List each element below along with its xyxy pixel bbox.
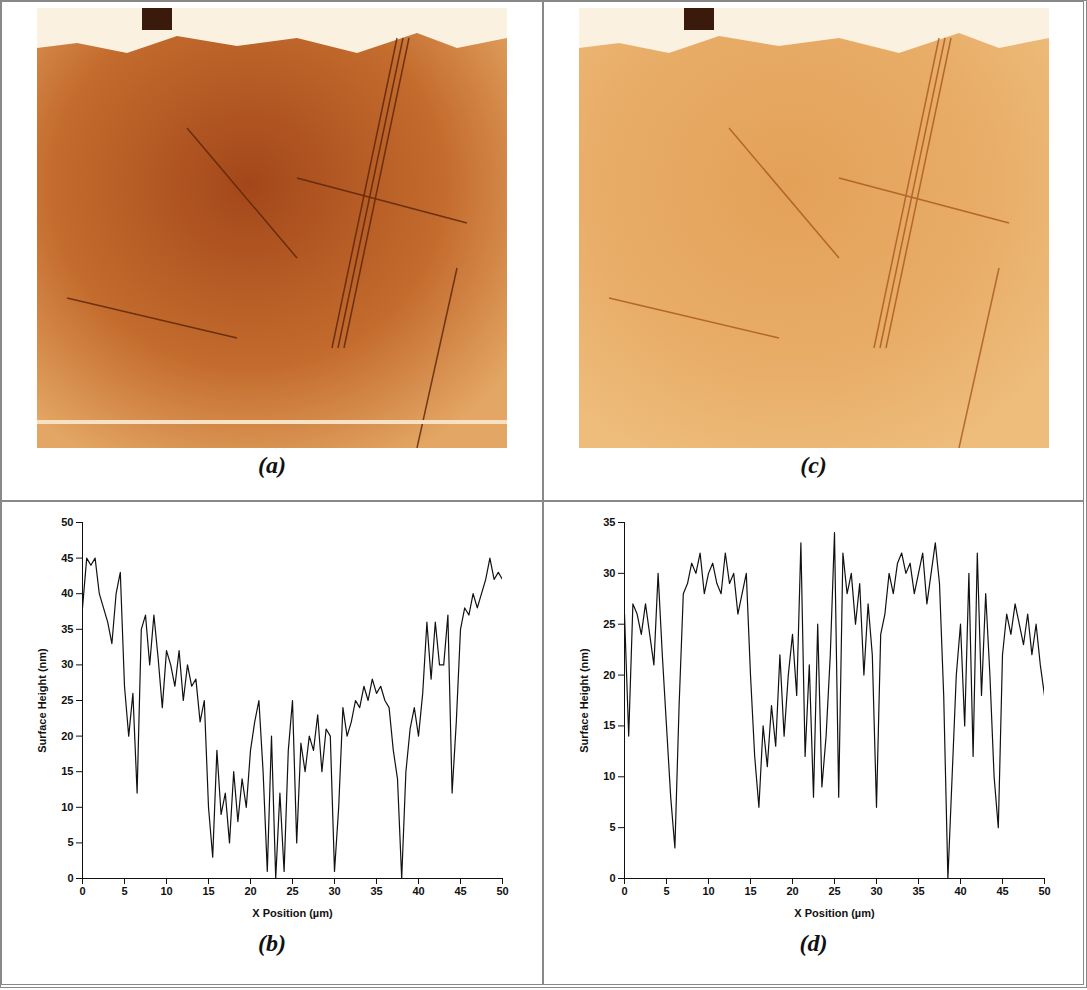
svg-text:10: 10	[702, 885, 714, 897]
svg-text:X Position (µm): X Position (µm)	[794, 907, 875, 919]
svg-text:20: 20	[603, 669, 615, 681]
svg-text:Surface Height (nm): Surface Height (nm)	[36, 648, 48, 753]
svg-text:20: 20	[786, 885, 798, 897]
svg-text:5: 5	[67, 836, 73, 848]
svg-text:35: 35	[912, 885, 924, 897]
svg-text:35: 35	[61, 623, 73, 635]
svg-text:15: 15	[603, 719, 615, 731]
svg-text:0: 0	[67, 872, 73, 884]
svg-text:0: 0	[621, 885, 627, 897]
svg-text:30: 30	[61, 658, 73, 670]
svg-text:10: 10	[160, 885, 172, 897]
svg-text:15: 15	[744, 885, 756, 897]
svg-text:Surface Height (nm): Surface Height (nm)	[578, 648, 590, 753]
svg-text:25: 25	[286, 885, 298, 897]
svg-text:20: 20	[61, 730, 73, 742]
svg-text:40: 40	[412, 885, 424, 897]
svg-text:5: 5	[121, 885, 127, 897]
html-text:(d): (d)	[799, 930, 828, 956]
html-text:(b): (b)	[258, 930, 286, 956]
svg-text:20: 20	[244, 885, 256, 897]
svg-text:45: 45	[996, 885, 1008, 897]
svg-text:15: 15	[61, 765, 73, 777]
svg-text:0: 0	[79, 885, 85, 897]
svg-text:25: 25	[61, 694, 73, 706]
html-text:(c): (c)	[800, 452, 827, 478]
svg-text:45: 45	[61, 552, 73, 564]
svg-text:5: 5	[609, 821, 615, 833]
svg-text:30: 30	[603, 567, 615, 579]
svg-text:10: 10	[603, 770, 615, 782]
svg-text:25: 25	[828, 885, 840, 897]
svg-text:40: 40	[61, 587, 73, 599]
svg-text:50: 50	[61, 516, 73, 528]
svg-text:10: 10	[61, 801, 73, 813]
svg-text:40: 40	[954, 885, 966, 897]
svg-text:25: 25	[603, 618, 615, 630]
svg-text:0: 0	[609, 872, 615, 884]
svg-text:50: 50	[496, 885, 508, 897]
svg-text:5: 5	[663, 885, 669, 897]
svg-text:35: 35	[370, 885, 382, 897]
svg-text:X Position (µm): X Position (µm)	[252, 907, 333, 919]
svg-text:50: 50	[1038, 885, 1050, 897]
html-text:(a): (a)	[258, 452, 286, 478]
svg-text:30: 30	[870, 885, 882, 897]
svg-text:45: 45	[454, 885, 466, 897]
svg-text:30: 30	[328, 885, 340, 897]
svg-text:35: 35	[603, 516, 615, 528]
svg-text:15: 15	[202, 885, 214, 897]
